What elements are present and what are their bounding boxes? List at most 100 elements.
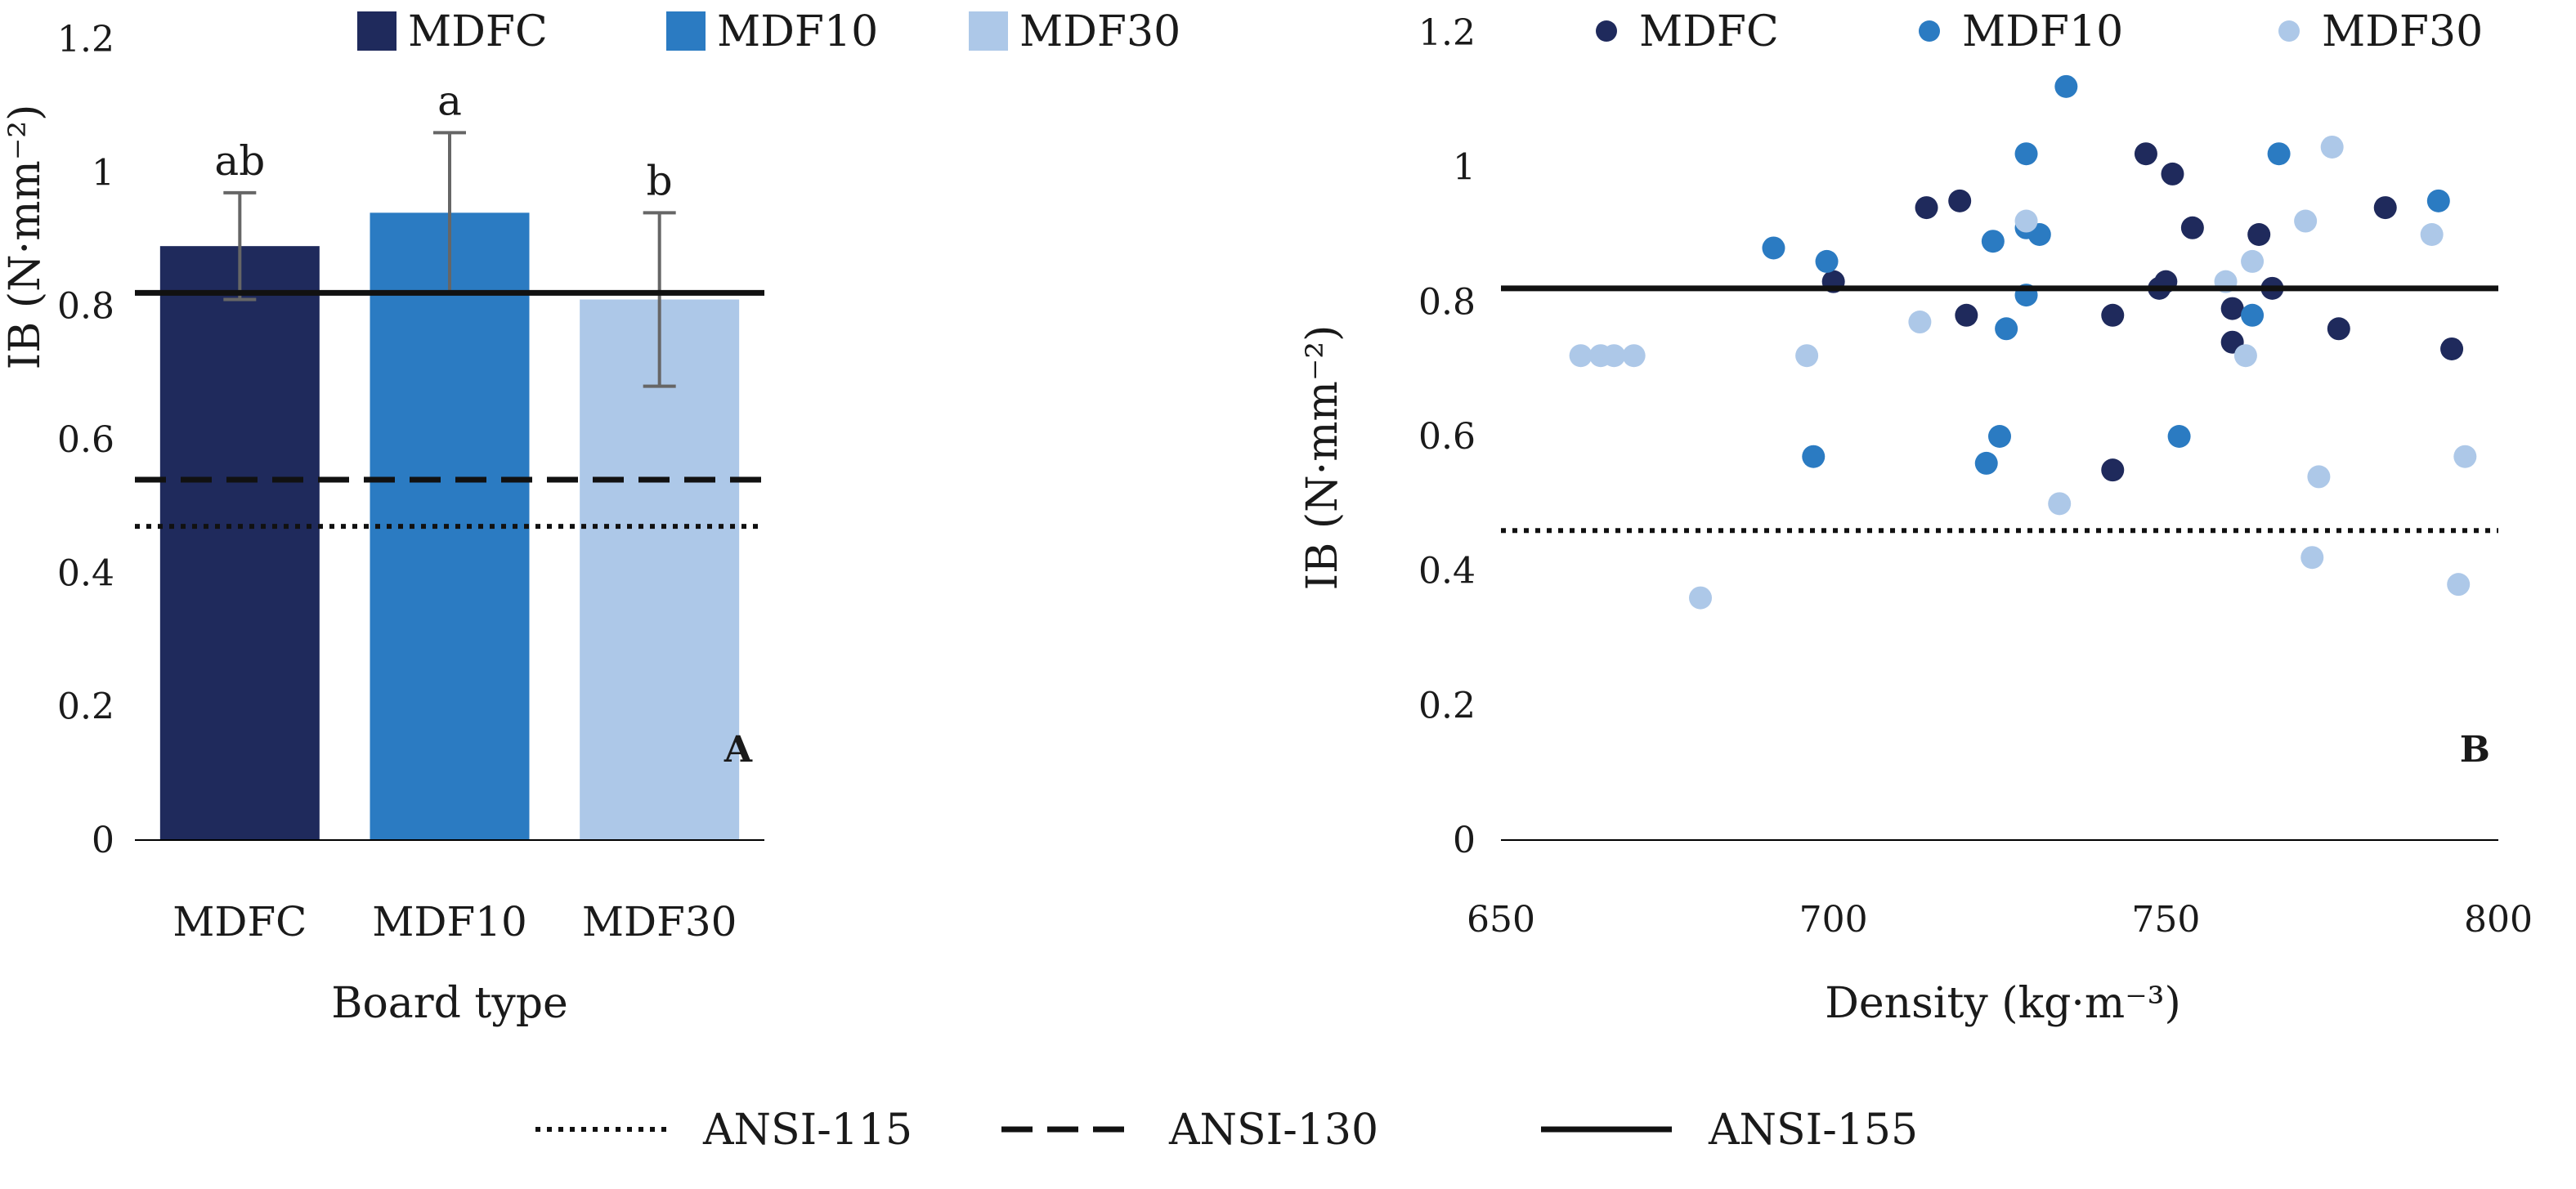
legend-marker-mdf30 bbox=[2278, 20, 2300, 42]
legend-label-ansi-155: ANSI-155 bbox=[1708, 1106, 1918, 1155]
panel-b-legend: MDFC MDF10 MDF30 bbox=[1596, 7, 2483, 56]
panel-b-reference-lines bbox=[1501, 285, 2498, 534]
bar-mdf30 bbox=[580, 299, 740, 840]
point-mdf30 bbox=[2453, 445, 2477, 468]
panel-b-y-tick-label: 0.8 bbox=[1418, 281, 1476, 323]
panel-a-y-tick-label: 0.2 bbox=[57, 686, 114, 728]
point-mdf30 bbox=[2447, 573, 2471, 597]
panel-a-legend: MDFC MDF10 MDF30 bbox=[357, 7, 1180, 56]
point-mdf30 bbox=[2294, 209, 2318, 233]
panel-b-x-tick-label: 700 bbox=[1799, 899, 1868, 941]
point-mdf30 bbox=[2241, 249, 2265, 273]
point-mdf30 bbox=[1569, 344, 1593, 368]
significance-label-mdf10: a bbox=[437, 77, 462, 124]
point-mdf30 bbox=[2420, 223, 2444, 246]
legend-swatch-mdf10 bbox=[666, 11, 706, 51]
panel-b-y-axis-label: IB (N·mm⁻²) bbox=[1298, 325, 1347, 591]
point-mdf30 bbox=[2307, 465, 2331, 489]
panel-a-y-tick-label: 0.8 bbox=[57, 286, 114, 328]
point-mdf10 bbox=[2014, 142, 2038, 166]
point-mdfc bbox=[2101, 303, 2125, 327]
point-mdfc bbox=[1915, 196, 1938, 220]
panel-a-category-labels: MDFC MDF10 MDF30 bbox=[172, 898, 737, 945]
legend-label-mdf10: MDF10 bbox=[717, 7, 878, 56]
point-mdf10 bbox=[2054, 74, 2078, 98]
significance-label-mdf30: b bbox=[647, 157, 673, 204]
panel-b-scatter-chart: IB (N·mm⁻²) 0 0.2 0.4 0.6 0.8 1 1.2 650 700 750 8… bbox=[1298, 7, 2533, 1028]
panel-b-y-tick-label: 1 bbox=[1453, 147, 1476, 189]
panel-a-y-tick-label: 0.4 bbox=[57, 552, 114, 594]
panel-a-letter: A bbox=[724, 729, 753, 771]
legend-label-ansi-115: ANSI-115 bbox=[702, 1106, 912, 1155]
panel-b-letter: B bbox=[2460, 729, 2490, 771]
legend-marker-mdfc bbox=[1596, 20, 1617, 42]
point-mdfc bbox=[2101, 458, 2125, 482]
point-mdfc bbox=[2440, 337, 2464, 360]
point-mdf30 bbox=[1689, 586, 1712, 610]
point-mdf10 bbox=[1981, 230, 2005, 253]
point-mdf10 bbox=[1802, 445, 1826, 468]
series-mdf30 bbox=[1569, 135, 2477, 610]
panel-b-x-tick-label: 750 bbox=[2131, 899, 2200, 941]
point-mdf30 bbox=[2014, 209, 2038, 233]
category-label-mdfc: MDFC bbox=[172, 898, 307, 945]
point-mdf10 bbox=[2167, 425, 2191, 448]
error-bar-mdfc bbox=[223, 190, 257, 302]
point-mdfc bbox=[2327, 317, 2350, 341]
panel-a-error-bars bbox=[223, 131, 676, 388]
category-label-mdf30: MDF30 bbox=[582, 898, 737, 945]
panel-b-y-tick-label: 0.2 bbox=[1418, 685, 1476, 726]
point-mdf10 bbox=[1995, 317, 2018, 341]
panel-a-reference-lines bbox=[135, 289, 764, 530]
panel-a-y-tick-label: 1.2 bbox=[57, 19, 114, 60]
point-mdfc bbox=[2134, 142, 2157, 166]
panel-a-y-axis-label: IB (N·mm⁻²) bbox=[1, 105, 50, 370]
reference-line-legend: ANSI-115 ANSI-130 ANSI-155 bbox=[535, 1106, 1918, 1155]
point-mdf30 bbox=[2233, 344, 2257, 368]
point-mdf30 bbox=[1908, 311, 1932, 334]
legend-label-mdf30: MDF30 bbox=[1019, 7, 1180, 56]
series-mdf10 bbox=[1762, 74, 2450, 475]
bar-mdfc bbox=[159, 246, 320, 841]
point-mdf30 bbox=[2320, 135, 2344, 159]
series-mdfc bbox=[1821, 142, 2464, 482]
panel-a-y-tick-label: 1 bbox=[92, 152, 114, 194]
point-mdfc bbox=[1948, 189, 1972, 212]
legend-marker-mdf10 bbox=[1919, 20, 1940, 42]
point-mdfc bbox=[1955, 303, 1978, 327]
point-mdf10 bbox=[2241, 303, 2265, 327]
panel-b-y-tick-label: 1.2 bbox=[1418, 12, 1476, 54]
legend-label-mdf30: MDF30 bbox=[2322, 7, 2483, 56]
point-mdf10 bbox=[1762, 236, 1785, 260]
panel-b-x-tick-label: 650 bbox=[1467, 899, 1535, 941]
point-mdfc bbox=[2161, 162, 2184, 186]
panel-b-y-tick-label: 0.4 bbox=[1418, 551, 1476, 592]
panel-a-x-axis-label: Board type bbox=[331, 979, 568, 1028]
point-mdf30 bbox=[1795, 344, 1819, 368]
point-mdf30 bbox=[2048, 492, 2072, 516]
point-mdf10 bbox=[2267, 142, 2291, 166]
point-mdfc bbox=[2373, 196, 2397, 220]
point-mdfc bbox=[2180, 216, 2204, 239]
error-bar-mdf30 bbox=[643, 211, 676, 388]
point-mdfc bbox=[2247, 223, 2271, 246]
panel-b-x-axis-label: Density (kg·m⁻³) bbox=[1825, 979, 2181, 1028]
category-label-mdf10: MDF10 bbox=[372, 898, 527, 945]
panel-b-y-tick-label: 0.6 bbox=[1418, 416, 1476, 458]
panel-a-y-ticks: 0 0.2 0.4 0.6 0.8 1 1.2 bbox=[57, 19, 114, 861]
legend-label-mdfc: MDFC bbox=[1639, 7, 1779, 56]
point-mdf10 bbox=[1815, 249, 1839, 273]
legend-label-mdfc: MDFC bbox=[408, 7, 548, 56]
point-mdf30 bbox=[1602, 344, 1626, 368]
panel-a-y-tick-label: 0 bbox=[92, 820, 114, 861]
panel-a-y-tick-label: 0.6 bbox=[57, 419, 114, 461]
panel-b-x-ticks: 650 700 750 800 bbox=[1467, 899, 2533, 941]
point-mdfc bbox=[2220, 297, 2244, 320]
legend-label-mdf10: MDF10 bbox=[1962, 7, 2123, 56]
significance-label-mdfc: ab bbox=[214, 137, 265, 185]
point-mdf10 bbox=[1988, 425, 2011, 448]
point-mdf30 bbox=[1622, 344, 1646, 368]
legend-swatch-mdfc bbox=[357, 11, 396, 51]
